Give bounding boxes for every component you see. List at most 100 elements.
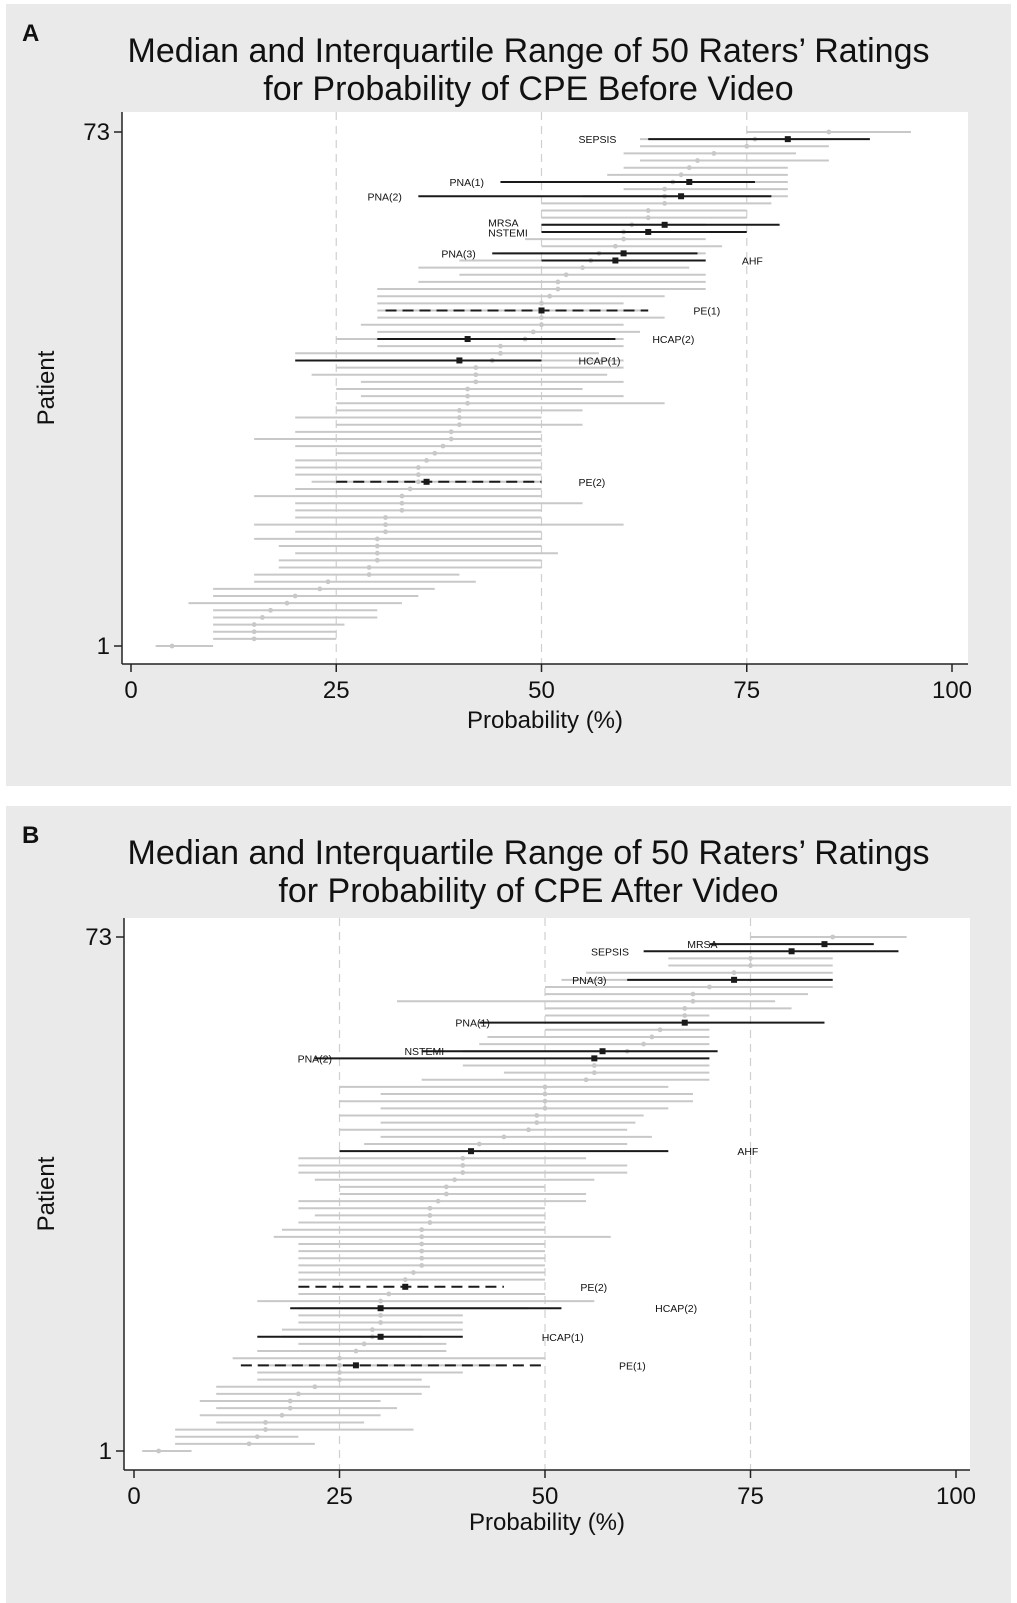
median-point — [443, 1184, 449, 1190]
median-point-highlight — [678, 193, 685, 200]
median-point — [621, 236, 626, 242]
case-label: PNA(2) — [298, 1053, 332, 1065]
median-point — [251, 622, 257, 627]
median-point — [448, 429, 454, 435]
median-point — [366, 565, 372, 570]
median-point — [465, 393, 471, 399]
panel-letter: A — [22, 20, 40, 47]
median-point — [501, 1134, 507, 1140]
panel-b: B Median and Interquartile Range of 50 R… — [6, 806, 1011, 1603]
median-point — [259, 615, 265, 620]
median-point — [424, 457, 429, 463]
case-label: AHF — [737, 1146, 758, 1158]
median-point-highlight — [456, 357, 463, 364]
median-point-highlight — [377, 1333, 384, 1340]
median-point — [427, 1213, 433, 1218]
median-point-highlight — [591, 1055, 598, 1062]
x-tick-label: 0 — [127, 1483, 140, 1510]
median-point — [432, 450, 438, 456]
case-label: SEPSIS — [591, 946, 629, 958]
case-label: PE(2) — [580, 1282, 607, 1294]
median-point — [263, 1427, 268, 1432]
x-tick-label: 100 — [936, 1483, 976, 1510]
median-point — [690, 991, 696, 997]
median-point — [498, 350, 503, 356]
median-point — [337, 1362, 342, 1368]
median-point — [325, 579, 331, 585]
median-point-highlight — [821, 941, 828, 948]
median-point — [386, 1291, 392, 1297]
median-point — [279, 1412, 285, 1418]
median-point — [580, 265, 585, 271]
chart-title-line: Median and Interquartile Range of 50 Rat… — [127, 32, 930, 70]
median-point — [374, 536, 380, 542]
median-point-highlight — [423, 478, 430, 485]
x-tick-label: 100 — [932, 677, 972, 704]
x-axis-label: Probability (%) — [467, 707, 623, 734]
case-label: HCAP(1) — [578, 355, 620, 367]
median-point — [460, 1170, 466, 1175]
median-point — [427, 1205, 433, 1211]
median-point — [649, 1034, 655, 1040]
median-point — [427, 1220, 433, 1225]
median-point — [317, 586, 323, 592]
x-tick-label: 25 — [323, 677, 350, 704]
median-point — [534, 1120, 540, 1126]
median-point — [415, 472, 421, 478]
median-point — [542, 1098, 548, 1104]
median-point-highlight — [681, 1019, 688, 1026]
median-point — [657, 1027, 663, 1033]
median-point — [366, 572, 372, 578]
case-label: PNA(1) — [455, 1018, 489, 1030]
chart-title: Median and Interquartile Range of 50 Rat… — [46, 834, 1011, 910]
panel-letter: B — [22, 822, 40, 849]
median-point — [555, 286, 561, 292]
chart-title-line: Median and Interquartile Range of 50 Rat… — [127, 834, 930, 872]
case-label: HCAP(1) — [542, 1332, 584, 1344]
median-point — [662, 200, 668, 206]
median-point — [526, 1127, 531, 1133]
median-point — [292, 593, 298, 599]
median-point — [707, 984, 712, 990]
median-point — [695, 158, 700, 163]
median-point — [383, 529, 388, 535]
x-tick-label: 25 — [326, 1483, 353, 1510]
median-point — [645, 208, 651, 213]
median-point — [547, 293, 553, 299]
y-axis-label: Patient — [33, 350, 60, 425]
y-axis-label: Patient — [33, 1156, 60, 1231]
median-point — [476, 1141, 482, 1147]
median-point — [542, 1084, 548, 1090]
median-point — [539, 322, 544, 328]
chart-title: Median and Interquartile Range of 50 Rat… — [46, 32, 1011, 108]
median-point-highlight — [402, 1283, 409, 1290]
median-point — [465, 400, 471, 406]
case-label: NSTEMI — [404, 1046, 444, 1058]
median-point-highlight — [464, 336, 471, 343]
median-point — [169, 643, 175, 649]
median-point — [419, 1262, 425, 1268]
case-label: AHF — [742, 256, 763, 268]
median-point — [460, 1163, 466, 1168]
median-point — [555, 279, 561, 285]
median-point — [457, 408, 462, 413]
median-point — [419, 1248, 425, 1254]
y-tick-label: 73 — [83, 119, 110, 146]
median-point — [662, 186, 668, 192]
median-point — [641, 1041, 647, 1047]
median-point — [542, 1105, 548, 1111]
median-point — [830, 934, 836, 940]
median-point — [419, 1234, 425, 1240]
chart-plot: 0 25 50 75 100 1 73 Probability (%) Patient MRSA S… — [33, 918, 976, 1536]
x-axis-label: Probability (%) — [469, 1509, 625, 1536]
median-point — [407, 486, 413, 492]
median-point — [686, 165, 692, 171]
y-tick-label: 1 — [99, 1438, 112, 1465]
median-point — [435, 1198, 441, 1204]
chart-plot: 0 25 50 75 100 1 73 Probability (%) Patient SEPSI… — [33, 112, 972, 734]
case-label: SEPSIS — [578, 134, 616, 146]
median-point — [678, 172, 684, 178]
median-point — [415, 465, 421, 470]
median-point — [251, 629, 257, 635]
median-point — [378, 1298, 383, 1304]
